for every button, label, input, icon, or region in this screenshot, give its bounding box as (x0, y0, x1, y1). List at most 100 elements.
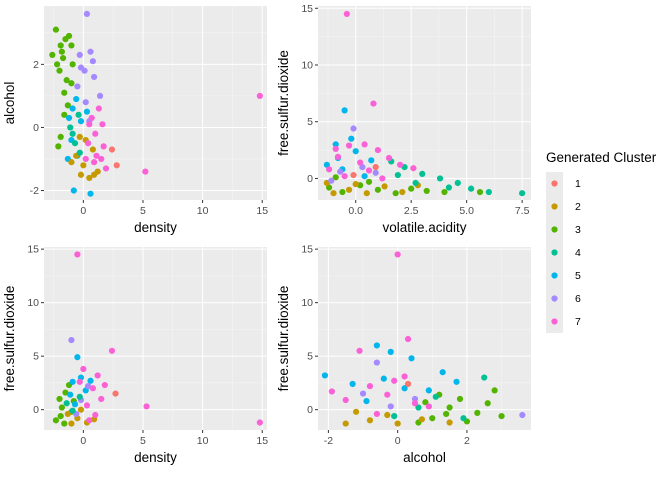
y-tick-label: 0 (307, 173, 313, 185)
legend-swatch (551, 203, 558, 210)
legend-items: 1 2 3 4 5 6 7 (546, 172, 581, 333)
data-point-cluster-7 (94, 372, 101, 379)
data-point-cluster-3 (52, 417, 60, 424)
data-point-cluster-7 (401, 373, 408, 380)
data-point-cluster-2 (345, 186, 353, 193)
data-point-cluster-3 (56, 395, 63, 403)
legend-label: 5 (575, 270, 581, 282)
data-point-cluster-7 (92, 130, 99, 137)
legend-item-1: 1 (546, 172, 581, 195)
data-point-cluster-4 (519, 190, 526, 197)
data-point-cluster-4 (419, 170, 426, 178)
x-tick-label: -2 (324, 435, 333, 447)
data-point-cluster-2 (399, 188, 406, 196)
data-point-cluster-4 (71, 140, 79, 147)
x-tick-label: 7.5 (515, 205, 530, 217)
legend-swatch (551, 295, 558, 302)
data-point-cluster-6 (68, 337, 75, 344)
data-point-cluster-5 (439, 369, 446, 376)
data-point-cluster-6 (372, 169, 379, 176)
legend-item-5: 5 (546, 264, 581, 287)
x-tick-label: 15 (256, 435, 268, 447)
data-point-cluster-5 (363, 398, 370, 405)
y-axis-title: alcohol (2, 82, 17, 125)
y-tick-label: 10 (301, 297, 313, 309)
data-point-cluster-7 (89, 385, 96, 392)
data-point-cluster-7 (108, 347, 116, 354)
data-point-cluster-3 (61, 420, 68, 427)
x-tick-label: 5 (140, 205, 146, 217)
y-tick-label: 15 (301, 244, 313, 256)
data-point-cluster-1 (372, 163, 379, 171)
data-point-cluster-6 (411, 395, 419, 403)
data-point-cluster-2 (352, 408, 360, 415)
data-point-cluster-7 (325, 166, 333, 173)
x-tick-label: 0 (80, 205, 86, 217)
data-point-cluster-7 (361, 141, 368, 148)
y-tick-label: 5 (307, 116, 313, 128)
data-point-cluster-7 (86, 121, 93, 128)
y-tick-label: 5 (33, 351, 39, 363)
data-point-cluster-6 (82, 99, 89, 106)
x-tick-label: 15 (256, 205, 268, 217)
data-point-cluster-5 (332, 141, 339, 148)
x-axis-title: alcohol (403, 450, 446, 465)
data-point-cluster-7 (373, 410, 380, 418)
legend-item-2: 2 (546, 195, 581, 218)
data-point-cluster-1 (404, 380, 412, 388)
data-point-cluster-4 (436, 175, 444, 182)
data-point-cluster-5 (387, 348, 394, 355)
data-point-cluster-6 (85, 383, 92, 390)
data-point-cluster-3 (61, 89, 68, 96)
legend-label: 6 (575, 293, 581, 305)
data-point-cluster-2 (330, 190, 337, 197)
data-point-cluster-3 (441, 188, 448, 196)
x-axis-title: density (134, 220, 177, 235)
data-point-cluster-4 (415, 404, 422, 411)
scatter-panel-2: 0.0 2.5 5.0 7.5 0 5 10 15 volatile.acidity free.s… (276, 3, 531, 235)
data-point-cluster-2 (352, 181, 359, 188)
y-tick-label: 5 (307, 351, 313, 363)
data-point-cluster-7 (98, 155, 105, 163)
x-tick-label: 5.0 (459, 205, 474, 217)
data-point-cluster-5 (373, 342, 380, 349)
x-tick-label: 0 (80, 435, 86, 447)
data-point-cluster-5 (69, 105, 76, 112)
data-point-cluster-7 (256, 92, 263, 100)
data-point-cluster-7 (86, 417, 93, 424)
data-point-cluster-7 (365, 167, 373, 174)
data-point-cluster-5 (87, 190, 94, 197)
data-point-cluster-5 (87, 377, 94, 384)
data-point-cluster-3 (474, 409, 481, 416)
y-axis-title: free.sulfur.dioxide (276, 50, 291, 156)
data-point-cluster-2 (90, 171, 98, 178)
data-point-cluster-4 (481, 374, 488, 381)
data-point-cluster-3 (374, 186, 382, 193)
data-point-cluster-5 (65, 114, 73, 122)
data-point-cluster-3 (69, 61, 76, 68)
data-point-cluster-5 (368, 157, 375, 164)
data-point-cluster-7 (357, 159, 364, 166)
data-point-cluster-7 (92, 411, 99, 419)
data-point-cluster-5 (453, 378, 460, 385)
y-tick-label: 15 (301, 3, 313, 15)
data-point-cluster-6 (387, 403, 394, 410)
data-point-cluster-7 (74, 251, 81, 258)
data-point-cluster-4 (432, 393, 439, 400)
data-point-cluster-2 (68, 420, 75, 427)
data-point-cluster-7 (93, 152, 100, 159)
data-point-cluster-3 (443, 410, 450, 418)
data-point-cluster-7 (366, 383, 374, 390)
data-point-cluster-7 (356, 347, 363, 354)
data-point-cluster-2 (384, 411, 391, 419)
data-point-cluster-6 (519, 411, 526, 419)
x-tick-label: 5 (140, 435, 146, 447)
data-point-cluster-3 (57, 412, 64, 420)
legend: Generated Cluster 1 2 3 4 5 6 7 (542, 142, 666, 352)
data-point-cluster-7 (102, 165, 110, 172)
legend-item-4: 4 (546, 241, 581, 264)
data-point-cluster-3 (498, 412, 505, 420)
data-point-cluster-6 (96, 92, 104, 100)
legend-title: Generated Cluster (546, 150, 657, 165)
data-point-cluster-4 (485, 188, 492, 196)
